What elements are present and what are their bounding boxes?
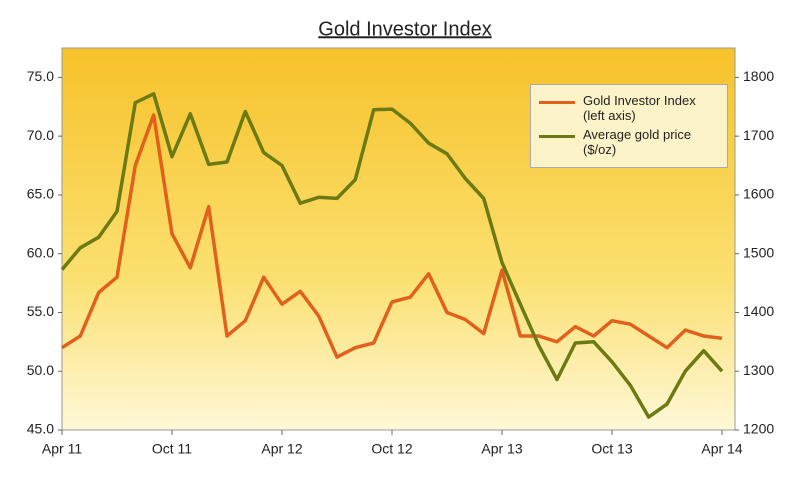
x-tick-label: Oct 13 xyxy=(591,441,632,457)
legend-label: Average gold price ($/oz) xyxy=(583,127,692,157)
legend: Gold Investor Index (left axis) Average g… xyxy=(530,84,728,168)
y2-tick-label: 1700 xyxy=(743,127,774,143)
x-tick-label: Oct 12 xyxy=(371,441,412,457)
x-tick-label: Apr 11 xyxy=(42,441,82,457)
y-tick-label: 75.0 xyxy=(27,68,54,84)
legend-item: Gold Investor Index (left axis) xyxy=(539,93,719,123)
series-line xyxy=(60,92,724,419)
chart-title: Gold Investor Index xyxy=(318,18,491,40)
y2-tick-label: 1200 xyxy=(743,421,774,437)
legend-item: Average gold price ($/oz) xyxy=(539,127,719,157)
y-tick-label: 55.0 xyxy=(27,303,54,319)
legend-swatch xyxy=(539,135,575,138)
y2-tick-label: 1800 xyxy=(743,68,774,84)
y-tick-label: 50.0 xyxy=(27,362,54,378)
x-tick-label: Oct 11 xyxy=(152,441,192,457)
x-tick-label: Apr 13 xyxy=(481,441,522,457)
y-tick-label: 65.0 xyxy=(27,186,54,202)
x-tick-label: Apr 14 xyxy=(701,441,742,457)
legend-swatch xyxy=(539,101,575,104)
y-tick-label: 70.0 xyxy=(27,127,54,143)
y-tick-label: 60.0 xyxy=(27,244,54,260)
y-tick-label: 45.0 xyxy=(27,421,54,437)
y2-tick-label: 1600 xyxy=(743,186,774,202)
y2-tick-label: 1300 xyxy=(743,362,774,378)
y2-tick-label: 1400 xyxy=(743,303,774,319)
series-line xyxy=(61,113,723,359)
x-tick-label: Apr 12 xyxy=(261,441,302,457)
y2-tick-label: 1500 xyxy=(743,244,774,260)
legend-label: Gold Investor Index (left axis) xyxy=(583,93,696,123)
